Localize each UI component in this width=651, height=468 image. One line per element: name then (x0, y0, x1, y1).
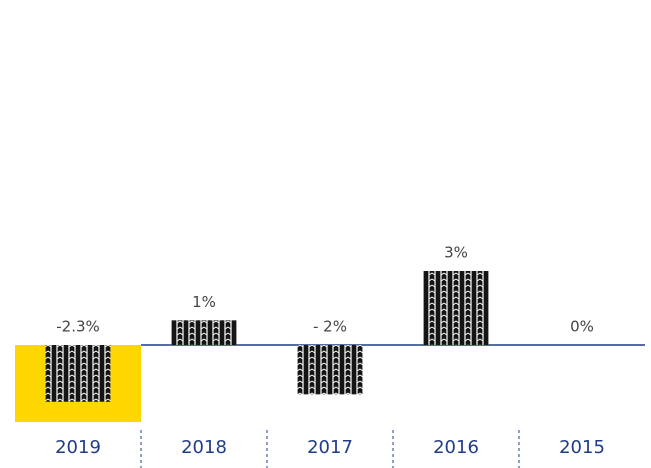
category-label: 2018 (181, 437, 227, 458)
value-label: -2.3% (56, 318, 100, 336)
value-label: 3% (444, 244, 468, 262)
category-label: 2017 (307, 437, 353, 458)
category-label: 2016 (433, 437, 479, 458)
bar (297, 345, 363, 395)
bar (171, 320, 237, 345)
bar (423, 271, 489, 345)
value-label: 1% (192, 293, 216, 311)
bar (45, 345, 111, 402)
value-label: - 2% (313, 318, 347, 336)
category-label: 2019 (55, 437, 101, 458)
category-label: 2015 (559, 437, 605, 458)
value-label: 0% (570, 318, 594, 336)
